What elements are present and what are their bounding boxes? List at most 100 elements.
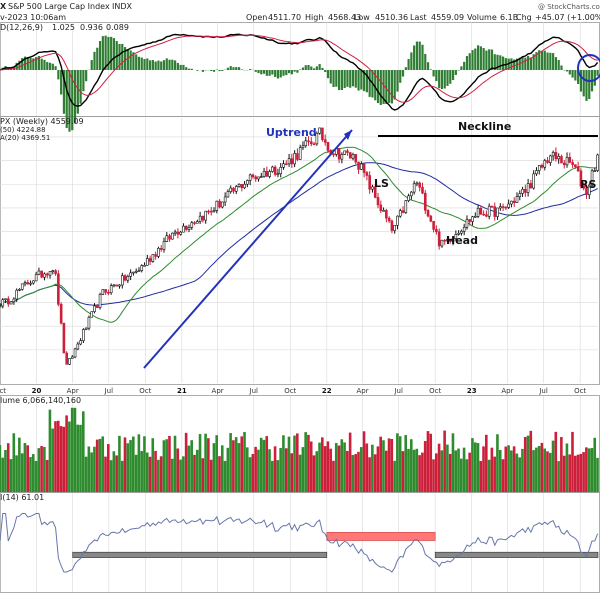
volume-bar (493, 456, 496, 492)
volume-bars (0, 407, 599, 492)
volume-bar (460, 458, 463, 492)
price-candle (18, 289, 21, 291)
price-candle (45, 273, 49, 276)
volume-bar (0, 445, 2, 492)
volume-bar (237, 443, 241, 492)
price-candle (521, 188, 524, 194)
price-candle (137, 270, 141, 272)
price-candle (0, 305, 2, 308)
price-candle (582, 185, 586, 189)
volume-bar (43, 447, 46, 492)
volume-bar (518, 457, 521, 492)
price-candle (82, 329, 85, 341)
volume-bar (220, 445, 224, 492)
volume-bar (404, 435, 408, 492)
price-candle (29, 282, 32, 285)
volume-bar (390, 438, 394, 492)
price-candle (526, 183, 530, 193)
price-candle (596, 154, 599, 171)
volume-bar (409, 439, 413, 492)
price-candle (201, 215, 205, 221)
price-candle (134, 270, 138, 273)
price-candle (165, 235, 169, 242)
price-candle (104, 289, 107, 293)
price-candle (187, 226, 191, 230)
price-candle (259, 176, 263, 178)
volume-bar (251, 454, 255, 492)
price-candle (423, 192, 427, 211)
volume-bar (298, 454, 302, 492)
volume-bar (315, 451, 319, 492)
x-axis-ticks: Oct 20 Apr Jul Oct 21 Apr Jul Oct 22 Apr Jul Oct 23 Ap… (0, 387, 586, 395)
price-candle (593, 170, 597, 172)
price-candle (70, 356, 74, 359)
price-candle (587, 184, 591, 196)
volume-bar (373, 454, 377, 492)
x-tick-label: Apr (501, 387, 513, 395)
price-candle (279, 167, 283, 174)
price-candle (326, 142, 330, 151)
price-candle (315, 132, 319, 145)
price-candle (296, 153, 299, 160)
volume-bar (576, 454, 580, 492)
volume-bar (557, 461, 560, 492)
volume-bar (170, 458, 174, 492)
volume-bar (243, 432, 246, 492)
price-candle (90, 311, 94, 318)
volume-bar (565, 443, 569, 492)
price-candle (26, 282, 30, 285)
price-candle (429, 215, 433, 222)
price-candle (398, 210, 402, 217)
x-tick-label: Jul (104, 387, 114, 395)
volume-bar (296, 433, 299, 492)
price-candle (48, 271, 52, 276)
price-candle (435, 229, 438, 233)
price-candle (357, 161, 360, 170)
volume-bar (418, 455, 421, 492)
volume-bar (1, 457, 4, 492)
macd-line (0, 33, 599, 111)
volume-bar (162, 440, 166, 492)
price-candle (404, 200, 408, 213)
price-candle (4, 298, 7, 301)
price-candle (418, 182, 422, 188)
price-candle (412, 183, 416, 193)
volume-bar (79, 424, 82, 492)
price-candle (426, 210, 430, 217)
volume-bar (351, 455, 355, 492)
price-candle (215, 200, 219, 211)
low-label: Low (354, 13, 370, 22)
volume-bar (9, 459, 13, 492)
volume-bar (145, 452, 149, 492)
volume-bar (496, 434, 499, 492)
volume-bar (229, 433, 232, 492)
price-candle (9, 301, 13, 305)
volume-bar (20, 453, 24, 492)
volume-bar (309, 441, 313, 492)
volume-bar (426, 431, 430, 492)
price-candle (576, 166, 580, 172)
volume-bar (407, 448, 410, 492)
price-candle (115, 284, 119, 287)
price-candle (518, 193, 522, 197)
volume-bar (284, 448, 288, 492)
volume-bar (34, 460, 38, 492)
volume-bar (254, 446, 257, 492)
volume-bar (234, 437, 238, 492)
price-candle (524, 188, 527, 193)
volume-bar (73, 407, 77, 492)
price-candle (159, 248, 163, 250)
price-candle (84, 327, 88, 330)
price-candle (251, 174, 255, 178)
price-candle (223, 196, 227, 203)
ma20-label: A(20) 4369.51 (0, 134, 50, 142)
x-tick-label: Oct (0, 387, 6, 395)
price-candle (23, 282, 27, 285)
price-candle (590, 170, 594, 186)
price-candle (540, 165, 544, 168)
price-candle (487, 205, 491, 217)
volume-bar (270, 460, 274, 492)
volume-bar (510, 450, 513, 492)
macd-indicator (0, 33, 599, 132)
volume-bar (112, 451, 116, 492)
